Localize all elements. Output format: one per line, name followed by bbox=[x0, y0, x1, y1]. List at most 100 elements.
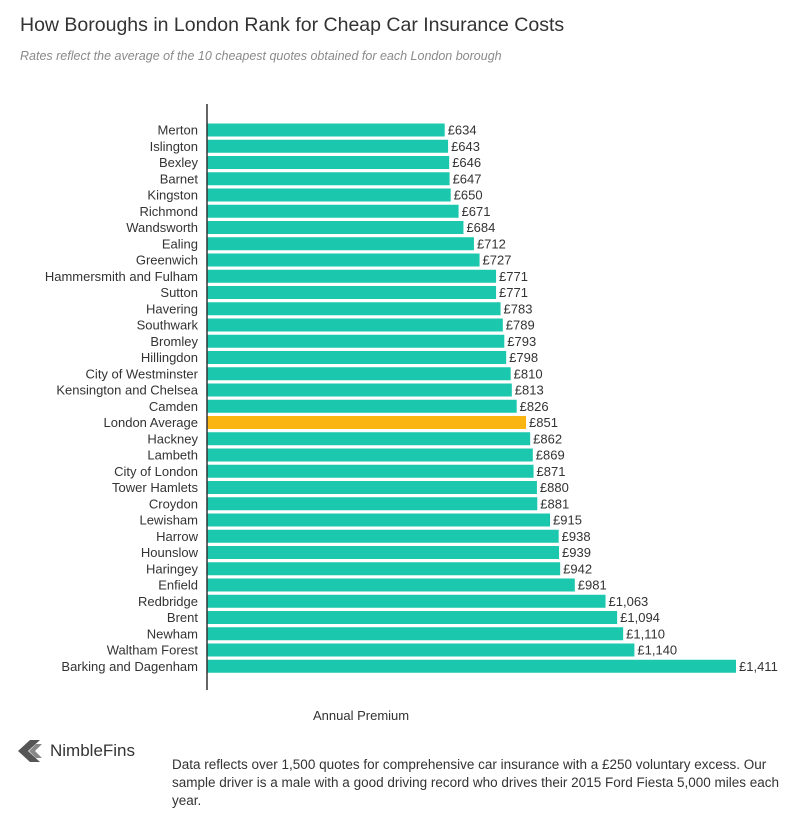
value-label: £1,411 bbox=[739, 659, 778, 674]
category-label: Waltham Forest bbox=[107, 643, 199, 658]
category-label: Bexley bbox=[159, 155, 199, 170]
bar-lewisham bbox=[207, 513, 551, 527]
bar-city-of-westminster bbox=[207, 367, 511, 381]
bar-camden bbox=[207, 399, 517, 413]
value-label: £871 bbox=[537, 464, 566, 479]
value-label: £862 bbox=[533, 431, 562, 446]
value-label: £1,094 bbox=[620, 610, 660, 625]
value-label: £798 bbox=[509, 350, 538, 365]
category-label: Harrow bbox=[156, 529, 199, 544]
bar-waltham-forest bbox=[207, 643, 635, 657]
category-label: Hammersmith and Fulham bbox=[45, 269, 198, 284]
value-label: £881 bbox=[540, 496, 569, 511]
footnote: Data reflects over 1,500 quotes for comp… bbox=[172, 757, 780, 808]
bar-haringey bbox=[207, 562, 561, 576]
bar-lambeth bbox=[207, 448, 533, 462]
bar-greenwich bbox=[207, 253, 480, 267]
bar-ealing bbox=[207, 237, 474, 251]
bar-london-average bbox=[207, 416, 527, 429]
bar-barnet bbox=[207, 172, 450, 186]
value-label: £650 bbox=[454, 188, 483, 203]
bar-redbridge bbox=[207, 594, 606, 608]
value-label: £634 bbox=[448, 123, 477, 138]
value-label: £981 bbox=[578, 578, 607, 593]
value-label: £942 bbox=[563, 561, 592, 576]
category-label: Camden bbox=[149, 399, 198, 414]
bar-wandsworth bbox=[207, 221, 464, 234]
bar-bromley bbox=[207, 334, 505, 348]
value-label: £826 bbox=[520, 399, 549, 414]
bar-islington bbox=[207, 139, 449, 153]
value-label: £793 bbox=[507, 334, 536, 349]
value-label: £915 bbox=[553, 513, 582, 528]
x-axis-label: Annual Premium bbox=[313, 708, 410, 723]
bar-hackney bbox=[207, 432, 531, 446]
category-label: Southwark bbox=[137, 318, 199, 333]
bar-city-of-london bbox=[207, 464, 534, 478]
category-label: Wandsworth bbox=[126, 220, 198, 235]
nimblefins-logo: NimbleFins bbox=[18, 740, 135, 762]
category-label: Hounslow bbox=[141, 545, 199, 560]
bar-enfield bbox=[207, 578, 575, 592]
category-label: Croydon bbox=[149, 496, 198, 511]
value-label: £810 bbox=[514, 366, 543, 381]
bar-hammersmith-and-fulham bbox=[207, 269, 497, 283]
category-label: Lewisham bbox=[139, 513, 198, 528]
value-label: £771 bbox=[499, 285, 528, 300]
bar-harrow bbox=[207, 529, 559, 543]
category-label: City of Westminster bbox=[86, 366, 199, 381]
value-label: £643 bbox=[451, 139, 480, 154]
category-label: Merton bbox=[158, 123, 198, 138]
value-label: £684 bbox=[466, 220, 495, 235]
bar-hillingdon bbox=[207, 351, 507, 364]
value-label: £646 bbox=[452, 155, 481, 170]
value-label: £1,063 bbox=[609, 594, 649, 609]
category-label: Ealing bbox=[162, 236, 198, 251]
bar-brent bbox=[207, 611, 618, 624]
value-label: £727 bbox=[483, 253, 512, 268]
value-label: £938 bbox=[562, 529, 591, 544]
value-label: £647 bbox=[453, 171, 482, 186]
value-label: £1,110 bbox=[626, 626, 665, 641]
category-label: Lambeth bbox=[147, 448, 198, 463]
bar-hounslow bbox=[207, 546, 560, 559]
value-label: £939 bbox=[562, 545, 591, 560]
bar-merton bbox=[207, 123, 445, 137]
category-label: Brent bbox=[167, 610, 198, 625]
category-label: Havering bbox=[146, 301, 198, 316]
category-label: Barnet bbox=[160, 171, 199, 186]
bar-bexley bbox=[207, 156, 450, 169]
value-label: £771 bbox=[499, 269, 528, 284]
category-label: Greenwich bbox=[136, 253, 198, 268]
bar-sutton bbox=[207, 286, 497, 299]
category-label: Enfield bbox=[158, 578, 198, 593]
value-label: £869 bbox=[536, 448, 565, 463]
bar-richmond bbox=[207, 204, 459, 218]
value-label: £880 bbox=[540, 480, 569, 495]
bar-southwark bbox=[207, 318, 503, 332]
value-label: £783 bbox=[504, 301, 533, 316]
category-label: Bromley bbox=[150, 334, 198, 349]
category-label: Hillingdon bbox=[141, 350, 198, 365]
category-label: Hackney bbox=[147, 431, 198, 446]
chart-title: How Boroughs in London Rank for Cheap Ca… bbox=[20, 14, 565, 36]
bar-tower-hamlets bbox=[207, 481, 537, 494]
bar-kingston bbox=[207, 188, 451, 202]
chart-subtitle: Rates reflect the average of the 10 chea… bbox=[20, 49, 502, 63]
category-label: Kensington and Chelsea bbox=[56, 383, 198, 398]
value-label: £1,140 bbox=[637, 643, 677, 658]
bar-barking-and-dagenham bbox=[207, 659, 736, 673]
category-label: Islington bbox=[150, 139, 198, 154]
bar-croydon bbox=[207, 497, 538, 511]
value-label: £813 bbox=[515, 383, 544, 398]
bar-havering bbox=[207, 302, 501, 316]
bar-kensington-and-chelsea bbox=[207, 383, 512, 397]
category-label: Newham bbox=[147, 626, 198, 641]
bar-newham bbox=[207, 627, 624, 641]
category-label: Richmond bbox=[139, 204, 198, 219]
value-label: £789 bbox=[506, 318, 535, 333]
value-label: £851 bbox=[529, 415, 558, 430]
chevron-left-logo-icon bbox=[18, 740, 42, 762]
category-label: Barking and Dagenham bbox=[61, 659, 198, 674]
category-label: Tower Hamlets bbox=[112, 480, 198, 495]
